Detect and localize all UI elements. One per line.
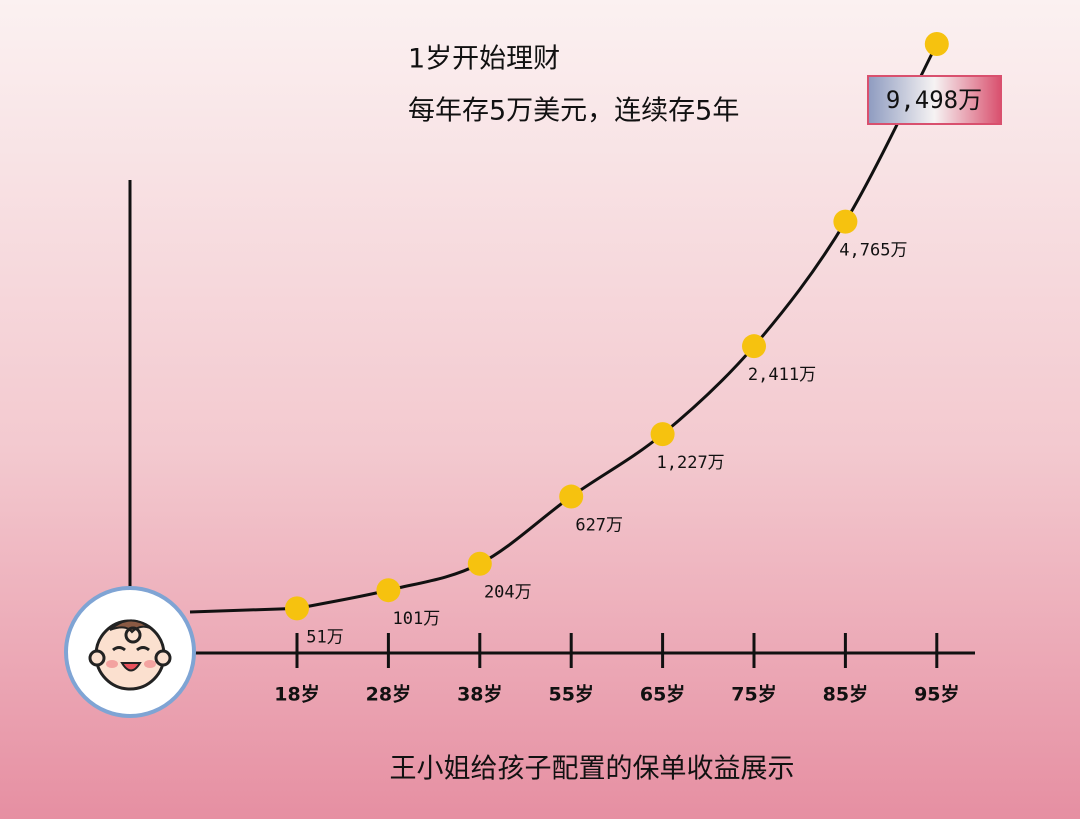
value-label: 101万: [393, 609, 441, 629]
x-tick-label: 28岁: [366, 683, 411, 706]
marker: [924, 32, 949, 56]
value-label: 9,498万: [886, 86, 982, 114]
marker: [650, 422, 675, 447]
chart-title: 王小姐给孩子配置的保单收益展示: [390, 754, 795, 785]
value-label: 51万: [306, 627, 343, 647]
marker: [467, 551, 492, 576]
marker: [376, 578, 401, 603]
x-tick-label: 55岁: [548, 683, 593, 706]
x-tick-label: 95岁: [914, 683, 959, 706]
x-tick-label: 18岁: [274, 683, 319, 706]
marker: [742, 334, 766, 359]
x-tick-label: 65岁: [640, 683, 685, 706]
value-label-box: [867, 75, 1002, 125]
value-label: 1,227万: [657, 453, 725, 473]
marker: [833, 209, 858, 234]
annotation: 1岁开始理财: [408, 44, 560, 75]
annotation: 每年存5万美元，连续存5年: [408, 96, 739, 127]
baby-icon: [64, 586, 196, 718]
marker: [285, 596, 309, 621]
value-label: 2,411万: [748, 365, 816, 385]
connector: [189, 606, 298, 614]
x-tick-label: 85岁: [823, 683, 868, 706]
value-label: 627万: [575, 516, 623, 536]
x-tick-label: 38岁: [457, 683, 502, 706]
value-label: 204万: [484, 583, 532, 603]
value-label: 4,765万: [839, 241, 907, 261]
marker: [559, 484, 584, 509]
x-tick-label: 75岁: [731, 683, 776, 706]
